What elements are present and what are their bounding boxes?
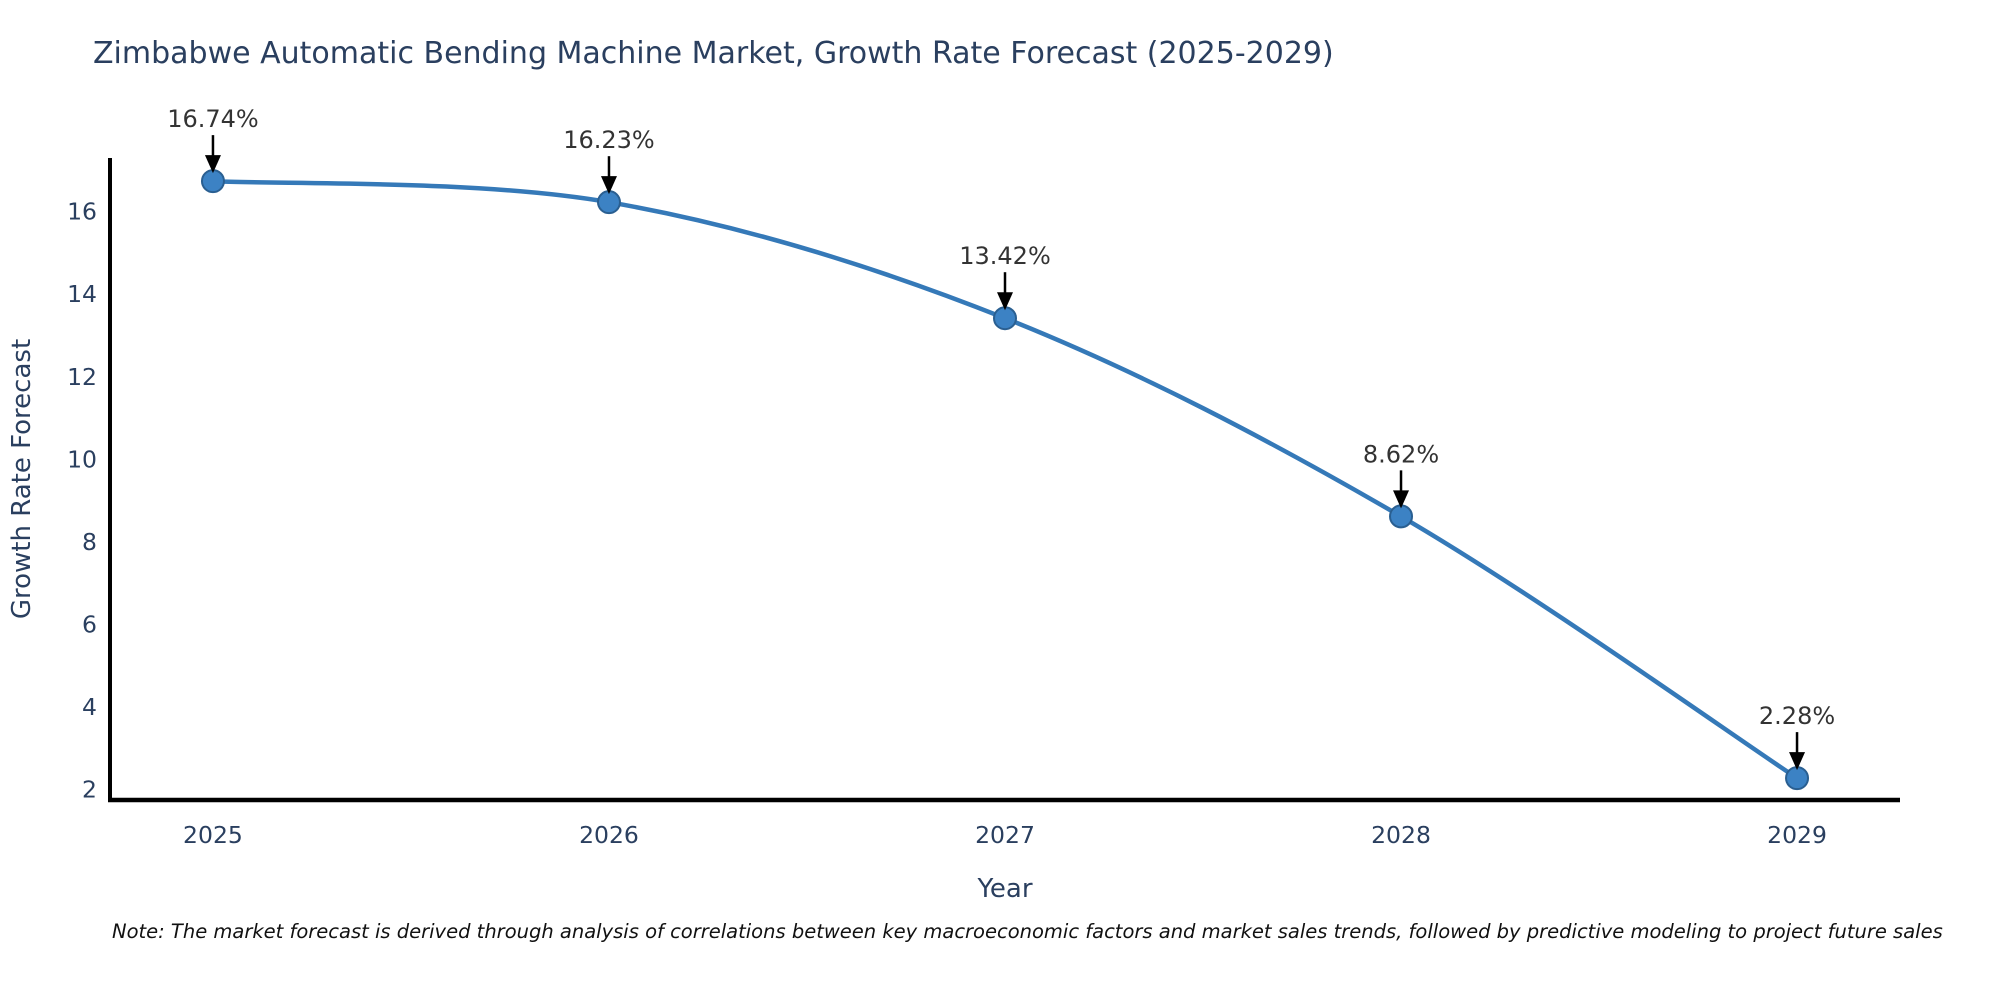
x-tick-label: 2026 [579, 821, 639, 849]
data-point-marker [993, 306, 1017, 331]
y-tick-label: 16 [67, 198, 97, 226]
annotation-arrow-head [1393, 490, 1410, 509]
y-tick-label: 12 [67, 363, 97, 391]
x-tick-label: 2027 [975, 821, 1035, 849]
y-axis-title: Growth Rate Forecast [7, 339, 37, 619]
data-point-marker [1785, 766, 1810, 791]
x-tick-label: 2025 [183, 821, 243, 849]
annotation-arrow-head [204, 155, 221, 174]
annotation-label: 16.74% [167, 105, 259, 133]
x-tick-label: 2028 [1371, 821, 1431, 849]
annotation-label: 13.42% [959, 242, 1051, 270]
data-point-marker [1389, 504, 1414, 529]
x-tick-label: 2029 [1767, 821, 1827, 849]
data-point-marker [200, 169, 225, 194]
annotation-label: 2.28% [1759, 702, 1835, 730]
annotation-label: 8.62% [1363, 440, 1439, 468]
y-tick-label: 10 [67, 445, 97, 473]
y-tick-label: 14 [67, 280, 97, 308]
y-tick-label: 4 [82, 693, 97, 721]
annotation-arrow-head [600, 176, 617, 195]
x-axis-title: Year [976, 874, 1032, 904]
y-tick-label: 8 [82, 528, 97, 556]
footnote: Note: The market forecast is derived thr… [112, 920, 1943, 943]
y-tick-label: 6 [82, 611, 97, 639]
trend-line [210, 178, 1800, 781]
chart-title: Zimbabwe Automatic Bending Machine Marke… [93, 36, 1334, 71]
annotation-arrow-head [997, 292, 1013, 311]
y-tick-label: 2 [82, 776, 97, 804]
annotation-label: 16.23% [563, 126, 655, 154]
data-point-marker [596, 190, 621, 215]
annotation-arrow-head [1789, 752, 1806, 771]
